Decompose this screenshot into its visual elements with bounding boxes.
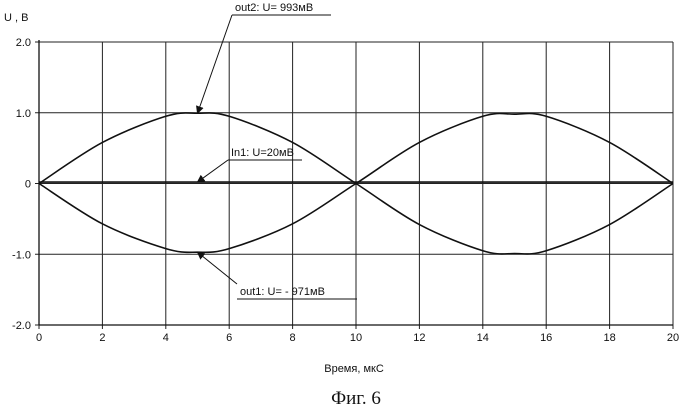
annotation-label-out1: out1: U= - 971мВ bbox=[240, 286, 325, 298]
y-tick-label: 2.0 bbox=[16, 37, 31, 49]
x-tick-label: 20 bbox=[667, 332, 679, 344]
x-tick-label: 18 bbox=[603, 332, 615, 344]
x-tick-label: 6 bbox=[226, 332, 232, 344]
x-tick-label: 10 bbox=[350, 332, 362, 344]
x-tick-label: 16 bbox=[540, 332, 552, 344]
x-tick-label: 8 bbox=[290, 332, 296, 344]
annotation-arrow bbox=[198, 252, 238, 284]
annotation-label-in1: In1: U=20мВ bbox=[231, 147, 294, 159]
x-tick-label: 4 bbox=[163, 332, 169, 344]
annotation-arrow bbox=[198, 15, 233, 113]
y-tick-label: -1.0 bbox=[12, 249, 31, 261]
x-tick-label: 14 bbox=[477, 332, 489, 344]
y-tick-label: -2.0 bbox=[12, 320, 31, 332]
y-tick-label: 1.0 bbox=[16, 108, 31, 120]
x-tick-label: 2 bbox=[99, 332, 105, 344]
x-tick-label: 12 bbox=[413, 332, 425, 344]
figure-caption: Фиг. 6 bbox=[331, 388, 381, 409]
y-axis-label: U , В bbox=[4, 12, 28, 24]
x-axis-label: Время, мкС bbox=[324, 363, 384, 375]
y-tick-label: 0 bbox=[25, 179, 31, 191]
x-tick-label: 0 bbox=[36, 332, 42, 344]
annotation-arrow bbox=[198, 160, 229, 182]
annotation-label-out2: out2: U= 993мВ bbox=[235, 2, 313, 14]
